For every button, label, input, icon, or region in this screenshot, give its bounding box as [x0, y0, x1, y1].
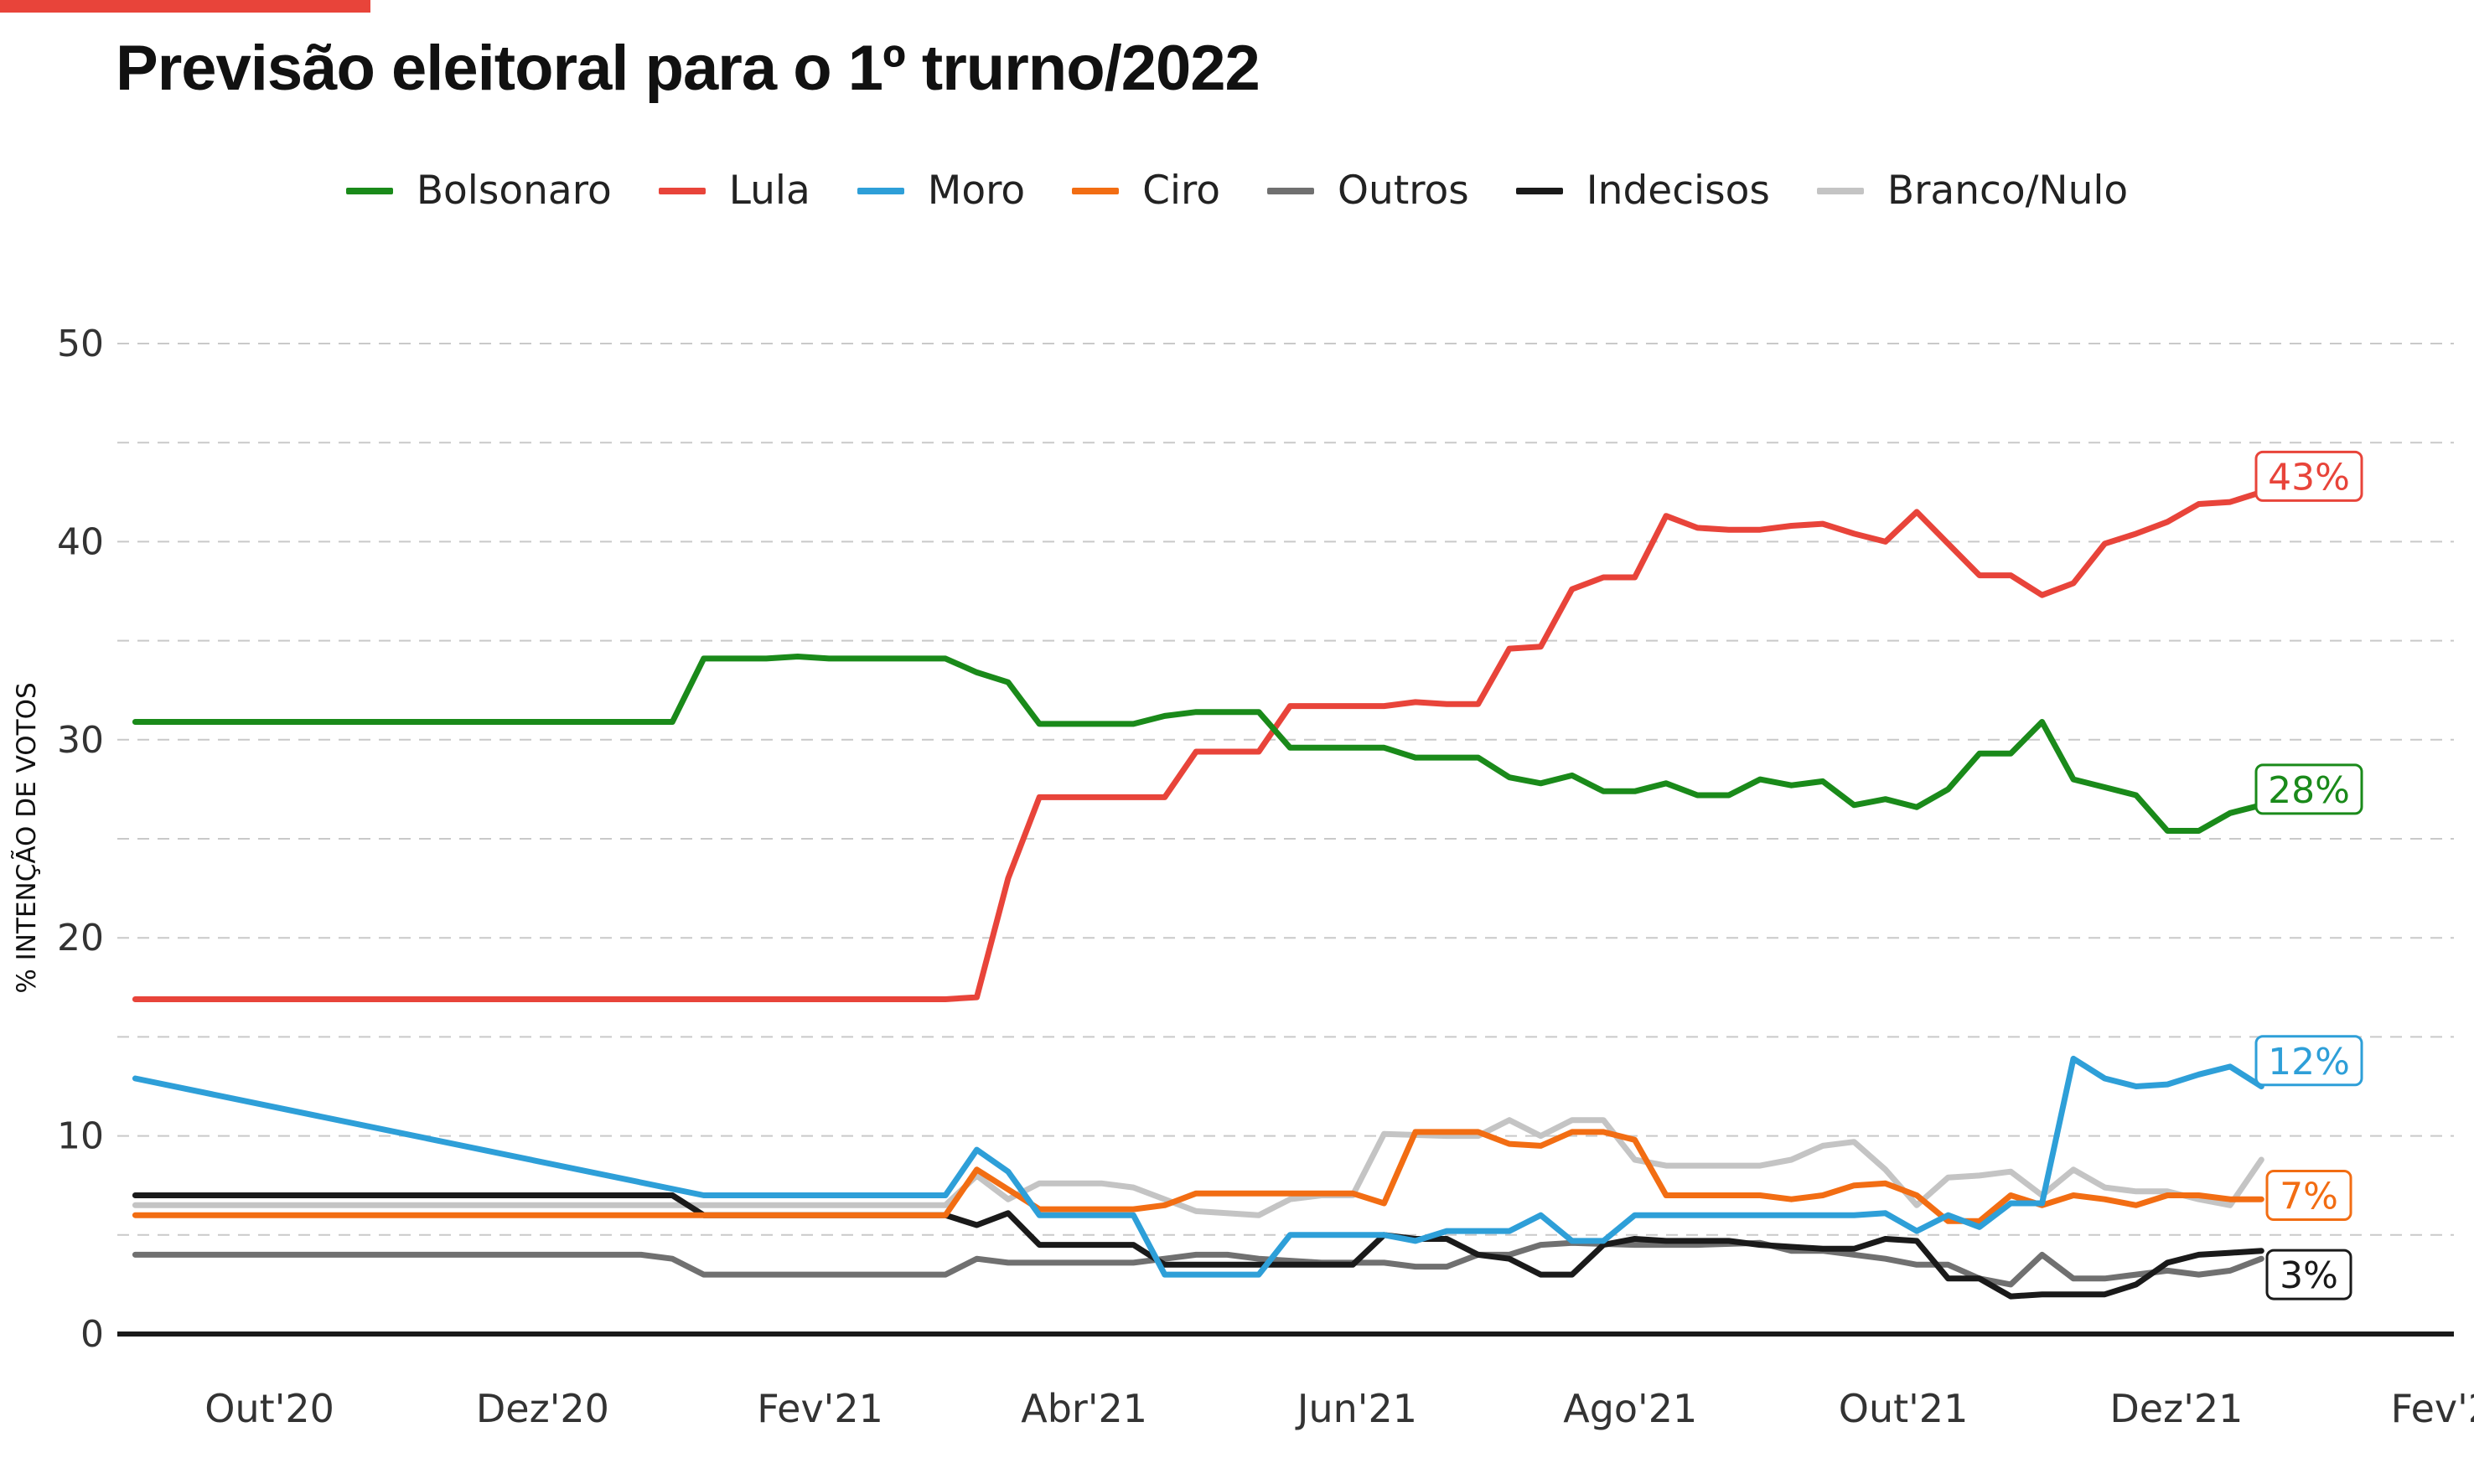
legend: Bolsonaro Lula Moro Ciro Outros Indeciso… [0, 168, 2474, 214]
x-tick-label-dez-21: Dez'21 [2109, 1386, 2243, 1431]
y-tick-label-20: 20 [57, 917, 104, 959]
legend-item-moro: Moro [857, 168, 1025, 214]
end-label-bolsonaro: 28% [2268, 769, 2350, 812]
series-line-moro [132, 1055, 2264, 1278]
legend-label-moro: Moro [927, 168, 1026, 214]
end-label-ciro: 7% [2280, 1176, 2338, 1218]
end-label-indecisos: 3% [2280, 1254, 2338, 1297]
x-tick-label-fev-22: Fev'22 [2391, 1386, 2474, 1431]
legend-item-ciro: Ciro [1072, 168, 1220, 214]
end-label-box-lula [2254, 450, 2363, 502]
x-tick-label-jun-21: Jun'21 [1295, 1386, 1417, 1431]
x-tick-label-dez-20: Dez'20 [476, 1386, 609, 1431]
x-tick-label-ago-21: Ago'21 [1563, 1386, 1697, 1431]
legend-item-lula: Lula [658, 168, 810, 214]
series-line-indecisos [132, 1192, 2264, 1300]
end-label-box-bolsonaro [2254, 763, 2363, 815]
legend-swatch-branco-nulo [1816, 187, 1864, 194]
x-tick-label-fev-21: Fev'21 [757, 1386, 883, 1431]
legend-label-ciro: Ciro [1142, 168, 1221, 214]
x-tick-label-out-20: Out'20 [204, 1386, 334, 1431]
legend-swatch-moro [857, 187, 904, 194]
x-tick-label-out-21: Out'21 [1839, 1386, 1969, 1431]
legend-item-branco-nulo: Branco/Nulo [1816, 168, 2129, 214]
legend-swatch-ciro [1072, 187, 1120, 194]
legend-item-outros: Outros [1267, 168, 1469, 214]
series-line-lula [132, 473, 2296, 1002]
y-axis-title: % INTENÇÃO DE VOTOS [12, 682, 42, 993]
chart-title: Previsão eleitoral para o 1º trurno/2022 [116, 33, 1260, 104]
y-tick-label-0: 0 [80, 1313, 104, 1356]
accent-bar [0, 0, 370, 13]
y-tick-label-40: 40 [57, 520, 104, 563]
legend-label-branco-nulo: Branco/Nulo [1887, 168, 2129, 214]
end-label-box-indecisos [2265, 1249, 2352, 1300]
y-tick-label-50: 50 [57, 323, 104, 365]
end-label-lula: 43% [2268, 456, 2350, 499]
end-label-box-moro [2254, 1035, 2363, 1087]
series-line-ciro [132, 1129, 2264, 1224]
legend-swatch-indecisos [1515, 187, 1563, 194]
legend-label-lula: Lula [728, 168, 810, 214]
legend-label-indecisos: Indecisos [1586, 168, 1770, 214]
legend-item-indecisos: Indecisos [1515, 168, 1770, 214]
legend-swatch-outros [1267, 187, 1315, 194]
legend-label-outros: Outros [1338, 168, 1469, 214]
legend-label-bolsonaro: Bolsonaro [416, 168, 612, 214]
end-label-moro: 12% [2268, 1041, 2350, 1083]
series-line-bolsonaro [132, 654, 2296, 834]
x-tick-label-abr-21: Abr'21 [1021, 1386, 1147, 1431]
legend-swatch-lula [658, 187, 706, 194]
legend-item-bolsonaro: Bolsonaro [345, 168, 612, 214]
legend-swatch-bolsonaro [345, 187, 393, 194]
y-tick-label-30: 30 [57, 719, 104, 762]
end-label-box-ciro [2265, 1170, 2352, 1222]
series-line-outros [132, 1239, 2264, 1288]
series-line-branco-nulo [132, 1117, 2264, 1218]
y-tick-label-10: 10 [57, 1115, 104, 1158]
